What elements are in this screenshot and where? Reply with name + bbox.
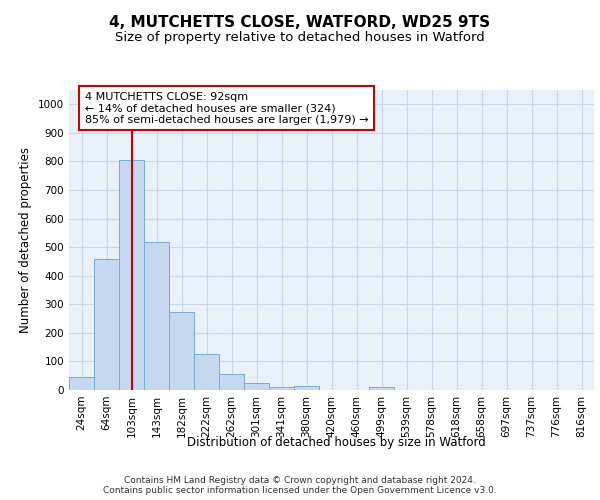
Bar — [219, 374, 244, 390]
Text: 4, MUTCHETTS CLOSE, WATFORD, WD25 9TS: 4, MUTCHETTS CLOSE, WATFORD, WD25 9TS — [109, 15, 491, 30]
Bar — [119, 160, 144, 390]
Bar — [294, 386, 319, 390]
Text: 4 MUTCHETTS CLOSE: 92sqm
← 14% of detached houses are smaller (324)
85% of semi-: 4 MUTCHETTS CLOSE: 92sqm ← 14% of detach… — [85, 92, 368, 124]
Text: Distribution of detached houses by size in Watford: Distribution of detached houses by size … — [187, 436, 485, 449]
Bar — [94, 258, 119, 390]
Bar — [194, 354, 219, 390]
Text: Size of property relative to detached houses in Watford: Size of property relative to detached ho… — [115, 31, 485, 44]
Bar — [269, 386, 294, 390]
Bar — [144, 242, 169, 390]
Bar — [369, 387, 394, 390]
Y-axis label: Number of detached properties: Number of detached properties — [19, 147, 32, 333]
Bar — [169, 312, 194, 390]
Bar — [244, 383, 269, 390]
Text: Contains HM Land Registry data © Crown copyright and database right 2024.
Contai: Contains HM Land Registry data © Crown c… — [103, 476, 497, 495]
Bar — [69, 377, 94, 390]
